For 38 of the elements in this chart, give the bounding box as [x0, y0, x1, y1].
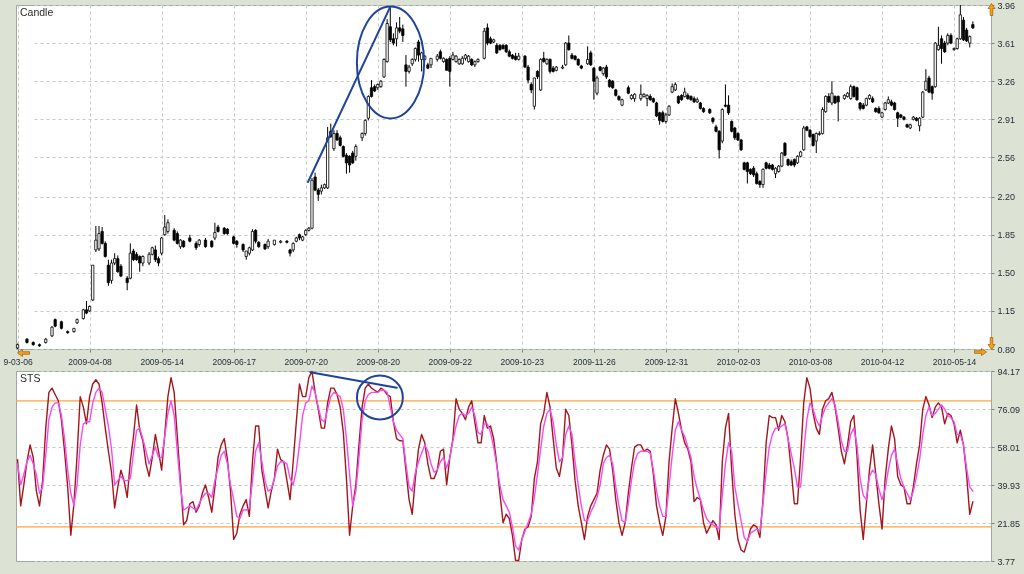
y-tick-label: 0.80: [997, 344, 1016, 355]
y-tick-label: 58.01: [997, 442, 1021, 453]
candlestick: [727, 94, 731, 116]
x-tick-label: 2009-09-22: [428, 356, 473, 367]
y-tick-label: 1.15: [997, 306, 1016, 317]
x-tick-label: 2009-10-23: [500, 356, 545, 367]
x-tick-label: 2009-07-20: [284, 356, 329, 367]
y-tick-label: 3.61: [997, 38, 1016, 49]
y-tick-label: 39.93: [997, 480, 1021, 491]
y-tick-label: 3.96: [997, 0, 1016, 11]
y-tick-label: 2.91: [997, 114, 1016, 125]
y-tick-label: 21.85: [997, 518, 1021, 529]
chart-title: STS: [20, 372, 41, 384]
y-tick-label: 2.20: [997, 192, 1016, 203]
x-tick-label: 2009-06-17: [212, 356, 257, 367]
x-tick-label: 2010-05-14: [932, 356, 977, 367]
y-tick-label: 3.77: [997, 556, 1016, 567]
y-tick-label: 1.85: [997, 230, 1016, 241]
x-tick-label: 2010-03-08: [788, 356, 833, 367]
y-tick-label: 2.56: [997, 152, 1016, 163]
x-tick-label: 2009-04-08: [68, 356, 113, 367]
x-tick-label: 2010-02-03: [716, 356, 761, 367]
y-tick-label: 1.50: [997, 268, 1016, 279]
candlestick: [639, 83, 643, 102]
y-tick-label: 94.17: [997, 366, 1021, 377]
x-tick-label: 2009-08-20: [356, 356, 401, 367]
candlestick: [94, 225, 98, 253]
candlestick: [106, 259, 110, 287]
x-tick-label: 2009-11-26: [572, 356, 617, 367]
x-tick-label: 2010-04-12: [860, 356, 905, 367]
x-tick-label: 9-03-06: [3, 356, 33, 367]
x-tick-label: 2009-05-14: [140, 356, 185, 367]
x-tick-label: 2009-12-31: [644, 356, 689, 367]
candlestick: [476, 57, 480, 64]
y-tick-label: 76.09: [997, 404, 1021, 415]
candlestick: [395, 21, 399, 47]
y-tick-label: 3.26: [997, 76, 1016, 87]
chart-title: Candle: [20, 6, 54, 18]
